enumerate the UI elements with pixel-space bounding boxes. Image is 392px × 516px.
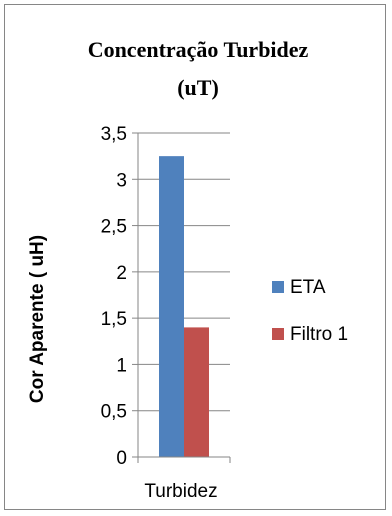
bars (159, 156, 209, 457)
legend-swatch (272, 328, 284, 340)
y-tick-label: 2,5 (101, 217, 127, 238)
legend-label: Filtro 1 (290, 324, 348, 345)
y-axis-label: Cor Aparente ( uH) (27, 235, 48, 403)
y-tick-label: 1 (116, 355, 127, 376)
legend-swatch (272, 281, 284, 293)
chart-title-line2: (uT) (177, 75, 219, 100)
chart-title-line1: Concentração Turbidez (88, 37, 309, 62)
y-tick-label: 0 (116, 448, 127, 469)
y-tick-label: 0,5 (101, 402, 127, 423)
x-tick-labels: Turbidez (144, 481, 217, 502)
x-tick-label: Turbidez (144, 481, 217, 502)
axes (137, 133, 231, 463)
y-tick-label: 1,5 (101, 309, 127, 330)
y-tick-label: 2 (116, 263, 127, 284)
y-tick-label: 3,5 (101, 124, 127, 145)
y-tick-labels: 0 0,5 1 1,5 2 2,5 3 3,5 (101, 124, 127, 469)
y-tick-label: 3 (116, 170, 127, 191)
bar-eta (159, 156, 184, 457)
bar-filtro-1 (184, 327, 209, 457)
legend: ETA Filtro 1 (272, 277, 348, 345)
legend-label: ETA (290, 277, 326, 298)
